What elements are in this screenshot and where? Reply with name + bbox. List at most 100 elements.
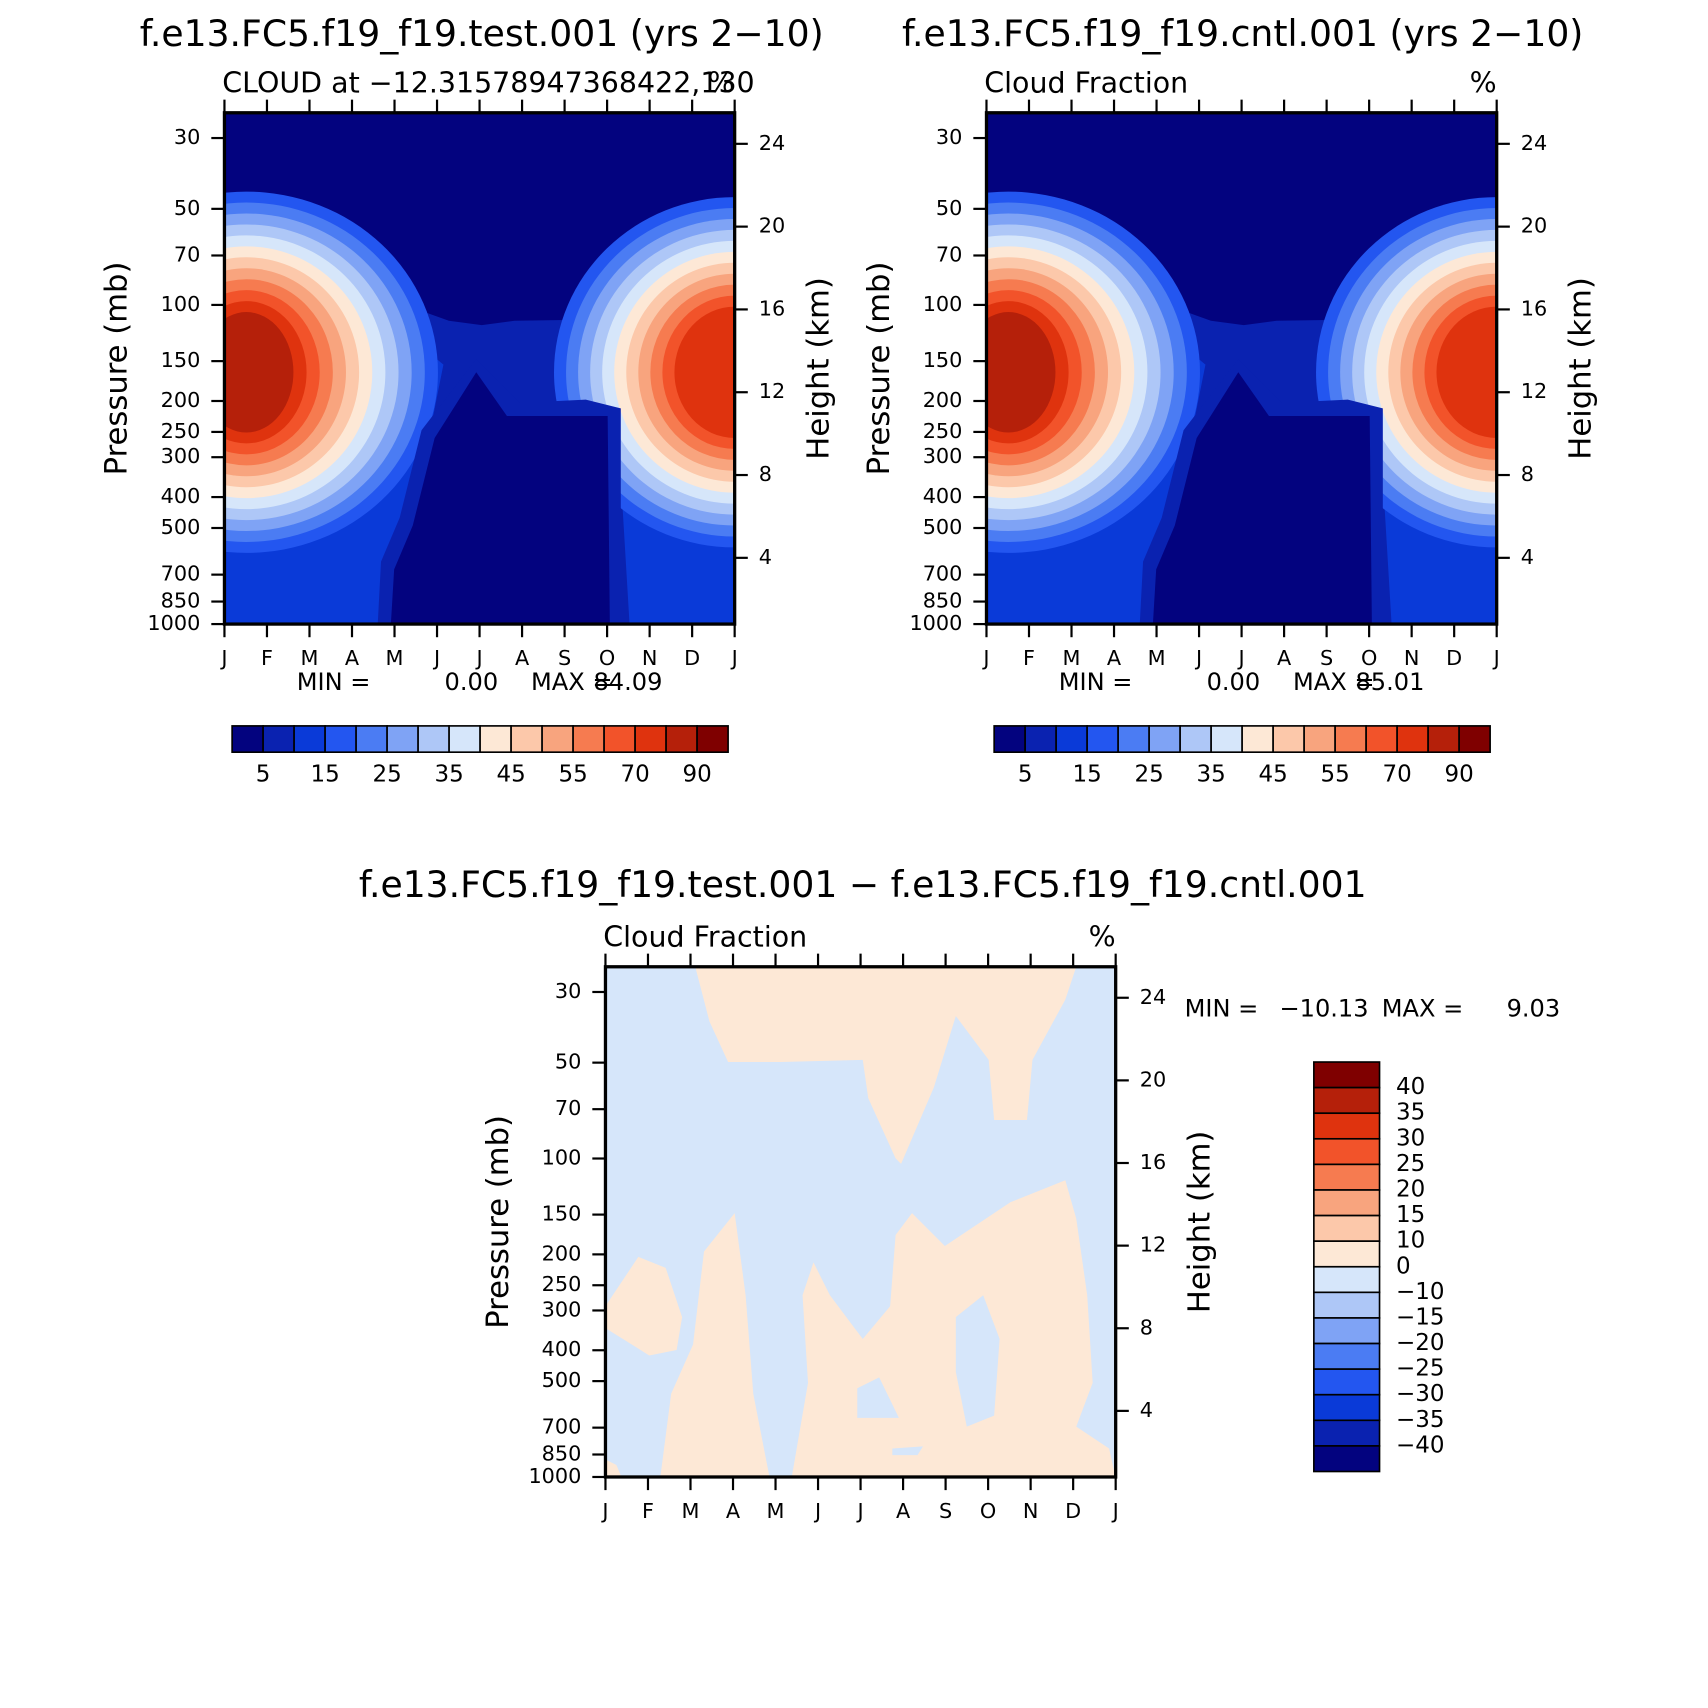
max-text: MAX = <box>1293 668 1375 696</box>
y2-tick-label: 12 <box>759 379 785 403</box>
colorbar-box <box>541 725 574 753</box>
colorbar-box <box>1313 1419 1381 1447</box>
right-string: % <box>1470 66 1497 99</box>
colorbar-label: 30 <box>1396 1125 1425 1151</box>
x-tick-label: M <box>1063 646 1081 670</box>
panel-title: f.e13.FC5.f19_f19.test.001 (yrs 2−10) <box>140 12 824 55</box>
colorbar-label: 45 <box>1259 762 1288 788</box>
y-tick-label: 200 <box>161 388 201 412</box>
x-tick-label: M <box>1148 646 1166 670</box>
colorbar-box <box>262 725 295 753</box>
x-tick-label: M <box>682 1499 700 1523</box>
colorbar-box <box>1055 725 1088 753</box>
colorbar-label: −20 <box>1396 1330 1445 1356</box>
y-tick-label: 30 <box>555 979 581 1003</box>
x-tick-label: O <box>599 646 615 670</box>
colorbar-box <box>1313 1445 1381 1473</box>
panel-title: f.e13.FC5.f19_f19.test.001 − f.e13.FC5.f… <box>359 863 1367 906</box>
colorbar-label: −15 <box>1396 1304 1445 1330</box>
colorbar-box <box>1313 1163 1381 1191</box>
colorbar-box <box>1396 725 1429 753</box>
max-value: 85.01 <box>1355 668 1424 696</box>
colorbar-box <box>1313 1342 1381 1370</box>
colorbar-label: −25 <box>1396 1356 1445 1382</box>
colorbar-label: 90 <box>1444 762 1473 788</box>
y-tick-label: 700 <box>542 1415 582 1439</box>
colorbar-box <box>665 725 698 753</box>
x-tick-label: S <box>939 1499 952 1523</box>
y2-axis-label: Height (km) <box>802 277 837 460</box>
colorbar-box <box>1334 725 1367 753</box>
y-tick-label: 700 <box>923 562 963 586</box>
y2-tick-label: 12 <box>1140 1233 1166 1257</box>
y-axis-label: Pressure (mb) <box>481 1115 516 1329</box>
colorbar-box <box>448 725 481 753</box>
y2-tick-label: 20 <box>759 214 785 238</box>
colorbar-label: 25 <box>372 762 401 788</box>
x-tick-label: A <box>515 646 530 670</box>
y-tick-label: 500 <box>161 515 201 539</box>
y2-axis-label: Height (km) <box>1564 277 1599 460</box>
colorbar-label: 40 <box>1396 1074 1425 1100</box>
y-tick-label: 850 <box>542 1442 582 1466</box>
colorbar-box <box>417 725 450 753</box>
x-tick-label: J <box>474 646 482 670</box>
colorbar-box <box>479 725 512 753</box>
colorbar-label: 25 <box>1135 762 1164 788</box>
colorbar-box <box>1241 725 1274 753</box>
y2-tick-label: 8 <box>1521 462 1534 486</box>
colorbar-box <box>1313 1291 1381 1319</box>
colorbar-box <box>1458 725 1491 753</box>
max-value: 9.03 <box>1507 994 1561 1022</box>
y2-tick-label: 4 <box>1521 545 1534 569</box>
x-tick-label: F <box>642 1499 654 1523</box>
x-tick-label: D <box>684 646 700 670</box>
colorbar-label: 15 <box>310 762 339 788</box>
min-value: 0.00 <box>445 668 499 696</box>
y2-tick-label: 8 <box>759 462 772 486</box>
x-tick-label: O <box>1361 646 1377 670</box>
x-tick-label: A <box>896 1499 911 1523</box>
y-tick-label: 500 <box>542 1368 582 1392</box>
colorbar-box <box>1313 1368 1381 1396</box>
panel-title: f.e13.FC5.f19_f19.cntl.001 (yrs 2−10) <box>902 12 1583 55</box>
y2-tick-label: 20 <box>1521 214 1547 238</box>
y-tick-label: 30 <box>936 125 962 149</box>
colorbar-box <box>1179 725 1212 753</box>
colorbar-label: 0 <box>1396 1253 1411 1279</box>
x-tick-label: N <box>1023 1499 1039 1523</box>
right-string: % <box>1089 920 1116 953</box>
contour-fill <box>390 372 610 625</box>
contour-field <box>224 112 735 625</box>
y2-tick-label: 16 <box>759 296 785 320</box>
contour-fill <box>1436 306 1497 438</box>
colorbar-box <box>1313 1393 1381 1422</box>
contour-fill <box>674 306 735 438</box>
x-tick-label: A <box>345 646 360 670</box>
y2-tick-label: 24 <box>759 131 785 155</box>
colorbar-box <box>231 725 264 753</box>
x-tick-label: S <box>1320 646 1333 670</box>
colorbar-box <box>1313 1214 1381 1242</box>
y2-tick-label: 4 <box>759 545 772 569</box>
colorbar-box <box>355 725 388 753</box>
colorbar-label: 15 <box>1073 762 1102 788</box>
max-value: 84.09 <box>593 668 662 696</box>
contour-fill <box>955 1295 1000 1427</box>
y2-tick-label: 16 <box>1521 296 1547 320</box>
x-tick-label: N <box>1404 646 1420 670</box>
contour-field <box>605 966 1116 1479</box>
colorbar-box <box>1086 725 1119 753</box>
x-tick-label: A <box>1107 646 1122 670</box>
colorbar-label: 10 <box>1396 1228 1425 1254</box>
x-tick-label: J <box>219 646 227 670</box>
colorbar-box <box>1365 725 1398 753</box>
y-tick-label: 300 <box>161 444 201 468</box>
y-tick-label: 400 <box>161 484 201 508</box>
colorbar-label: 55 <box>558 762 587 788</box>
colorbar-label: 25 <box>1396 1151 1425 1177</box>
contour-fill <box>660 1213 770 1479</box>
x-tick-label: J <box>1111 1499 1119 1523</box>
y-tick-label: 50 <box>555 1050 581 1074</box>
y-tick-label: 200 <box>923 388 963 412</box>
